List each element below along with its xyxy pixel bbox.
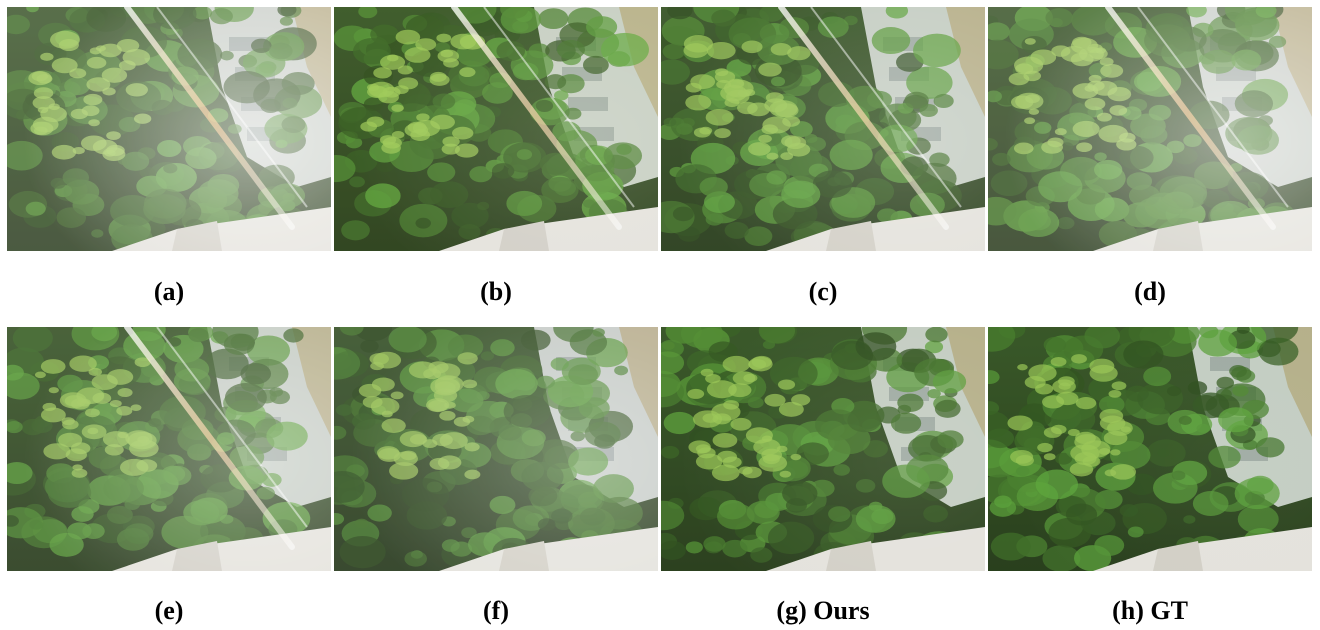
caption-c: (c) [808,277,838,306]
photo-d [988,7,1312,251]
panel-f [334,327,658,571]
panel-b [334,7,658,251]
panel-d [988,7,1312,251]
photo-e [7,327,331,571]
panel-e [7,327,331,571]
caption-h: (h) GT [1112,596,1188,625]
caption-a: (a) [153,277,185,306]
caption-g: (g) Ours [776,596,870,625]
caption-f: (f) [483,596,509,625]
panel-g [661,327,985,571]
photo-g [661,327,985,571]
caption-d: (d) [1134,277,1166,306]
photo-h [988,327,1312,571]
panel-h [988,327,1312,571]
photo-b [334,7,658,251]
caption-e: (e) [154,596,184,625]
caption-b: (b) [480,277,512,306]
panel-c [661,7,985,251]
photo-a [7,7,331,251]
photo-f [334,327,658,571]
panel-a [7,7,331,251]
photo-c [661,7,985,251]
